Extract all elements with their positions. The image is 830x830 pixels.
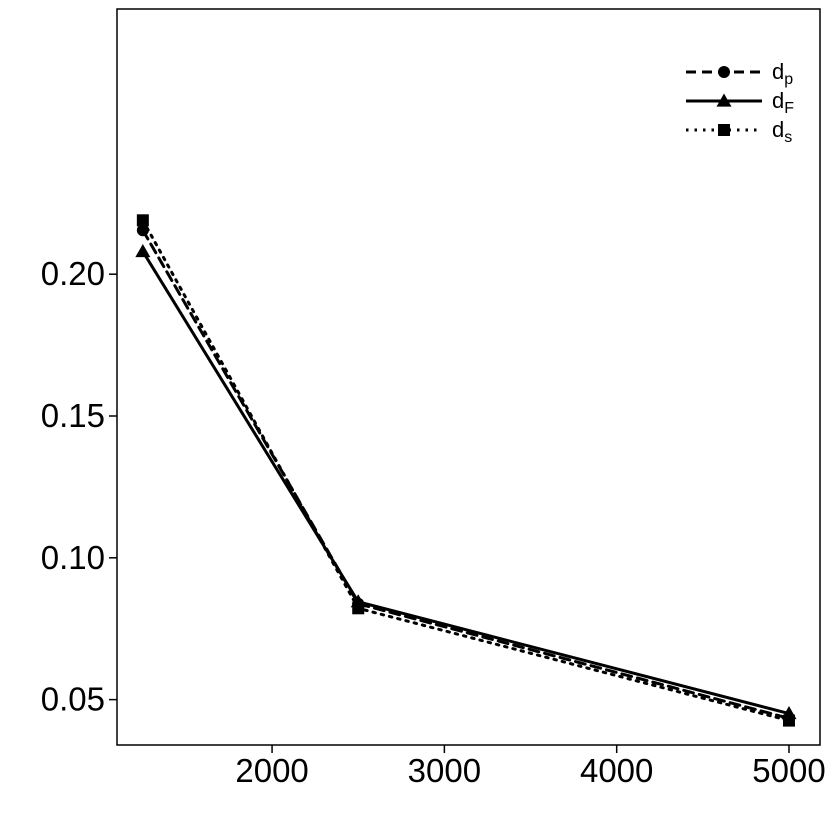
legend-label-main: d — [772, 59, 784, 84]
legend-label-main: d — [772, 88, 784, 113]
data-point-d-s-5000 — [782, 714, 795, 727]
legend-label-subscript: s — [784, 129, 792, 146]
y-tick-label-0.15: 0.15 — [41, 397, 105, 434]
legend-label-subscript: F — [784, 100, 794, 117]
plot-panel — [116, 8, 821, 746]
legend-marker-d-F — [716, 93, 732, 107]
x-tick-label-5000: 5000 — [752, 752, 825, 789]
y-tick-label-0.05: 0.05 — [41, 681, 105, 718]
x-tick-label-2000: 2000 — [235, 752, 308, 789]
legend-label-main: d — [772, 117, 784, 142]
x-axis: 2000 3000 4000 5000 — [235, 745, 826, 789]
legend-marker-d-s — [718, 124, 730, 136]
x-tick-label-3000: 3000 — [408, 752, 481, 789]
data-point-d-F-1250 — [135, 243, 151, 258]
y-tick-label-0.10: 0.10 — [41, 539, 105, 576]
series-layer — [135, 214, 797, 727]
series-line-d-p — [141, 228, 791, 720]
legend-label-subscript: p — [784, 71, 793, 88]
series-line-d-F — [141, 249, 791, 716]
data-point-d-s-1250 — [136, 214, 149, 227]
legend-label-d-s: ds — [772, 117, 792, 146]
data-point-d-s-2500 — [352, 602, 365, 615]
series-line-d-s — [141, 218, 791, 723]
y-axis: 0.05 0.10 0.15 0.20 — [41, 255, 117, 718]
y-tick-label-0.20: 0.20 — [41, 255, 105, 292]
legend-label-d-p: dp — [772, 59, 793, 88]
legend-label-d-F: dF — [772, 88, 794, 117]
legend-marker-d-p — [718, 66, 730, 78]
x-tick-label-4000: 4000 — [580, 752, 653, 789]
